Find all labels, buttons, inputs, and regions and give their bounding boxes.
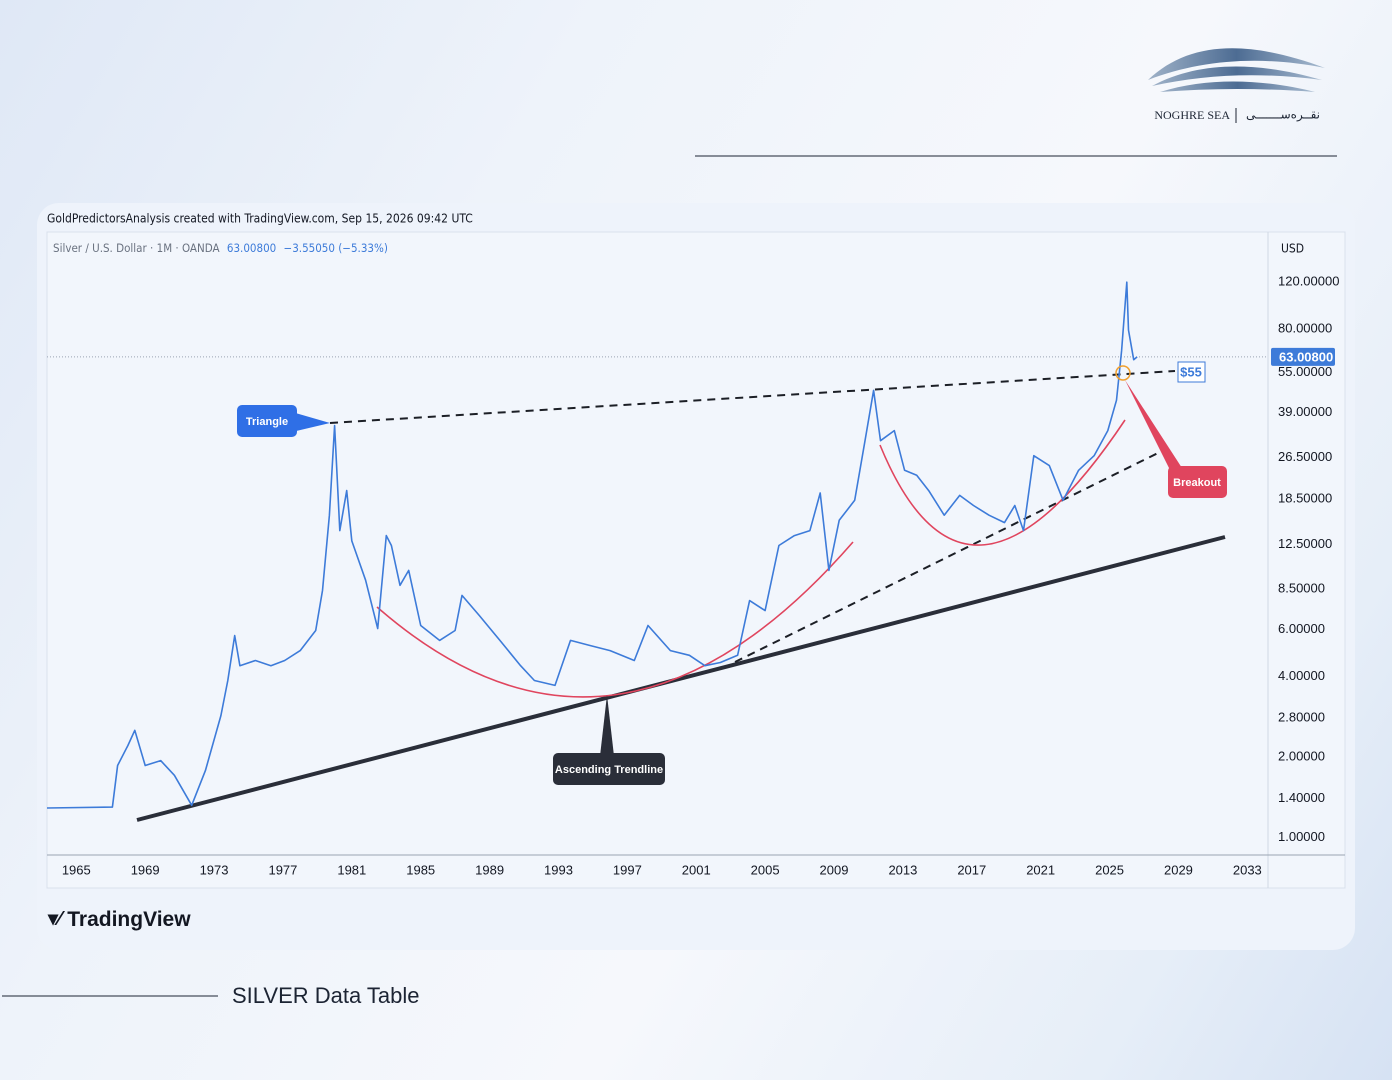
callout-label: Ascending Trendline <box>555 764 663 776</box>
drawings <box>136 370 1226 822</box>
x-tick-label: 1969 <box>131 862 160 877</box>
x-tick-label: 2013 <box>888 862 917 877</box>
watermark-text: TradingView <box>67 908 191 931</box>
y-tick-label: 26.50000 <box>1278 449 1332 464</box>
y-tick-label: 2.00000 <box>1278 749 1325 764</box>
x-tick-label: 1965 <box>62 862 91 877</box>
x-tick-label: 2025 <box>1095 862 1124 877</box>
brand-name-fa: نقــره‌ســـــــی <box>1246 108 1320 123</box>
y-tick-label: 55.00000 <box>1278 364 1332 379</box>
y-tick-label: 6.00000 <box>1278 621 1325 636</box>
axes: 1.00000 1.40000 2.00000 2.80000 4.00000 6.000… <box>62 274 1340 878</box>
x-tick-label: 1985 <box>406 862 435 877</box>
callout-box <box>1168 466 1227 498</box>
callout-pointer <box>600 695 614 756</box>
watermark-logo: ▾⁄ <box>47 908 66 930</box>
callout-label: Triangle <box>246 416 288 428</box>
plot <box>46 281 1268 809</box>
callout-pointer <box>292 412 330 432</box>
breakout-marker <box>1115 365 1131 381</box>
level-label: $55 <box>1180 364 1202 379</box>
symbol: Silver / U.S. Dollar · 1M · OANDA <box>53 241 220 255</box>
footer-title: SILVER Data Table <box>232 983 420 1008</box>
chart-frame <box>46 231 1346 889</box>
watermark: ▾⁄ TradingView <box>47 908 191 931</box>
y-tick-label: 39.00000 <box>1278 404 1332 419</box>
x-tick-label: 2001 <box>682 862 711 877</box>
logo: NOGHRE SEA نقــره‌ســـــــی <box>1148 48 1325 123</box>
y-tick-label: 18.50000 <box>1278 491 1332 506</box>
brand-name: NOGHRE SEA <box>1154 108 1230 122</box>
y-tick-label: 1.00000 <box>1278 829 1325 844</box>
callout-pointer <box>1125 380 1182 470</box>
ascending-trendline <box>136 535 1226 822</box>
y-tick-label: 2.80000 <box>1278 710 1325 725</box>
price-line <box>46 281 1138 809</box>
y-tick-label: 80.00000 <box>1278 321 1332 336</box>
last-price-box <box>1271 347 1335 366</box>
annotations: Triangle Ascending Trendline Breakout $5… <box>237 361 1227 785</box>
y-tick-label: 4.00000 <box>1278 668 1325 683</box>
x-tick-label: 2033 <box>1233 862 1262 877</box>
x-tick-label: 2029 <box>1164 862 1193 877</box>
cup-curve <box>879 419 1126 546</box>
x-tick-label: 2017 <box>957 862 986 877</box>
header-price: 63.00800 <box>227 241 276 255</box>
x-tick-label: 2005 <box>751 862 780 877</box>
cup-curve <box>376 541 854 698</box>
x-tick-label: 2009 <box>820 862 849 877</box>
callout-box <box>237 405 297 437</box>
y-tick-label: 8.50000 <box>1278 581 1325 596</box>
x-tick-label: 2021 <box>1026 862 1055 877</box>
x-tick-label: 1993 <box>544 862 573 877</box>
attribution: GoldPredictorsAnalysis created with Trad… <box>47 212 473 226</box>
currency: USD <box>1281 242 1304 256</box>
y-tick-label: 1.40000 <box>1278 790 1325 805</box>
x-tick-label: 1981 <box>337 862 366 877</box>
y-tick-label: 120.00000 <box>1278 274 1339 289</box>
x-tick-label: 1997 <box>613 862 642 877</box>
level-box <box>1177 361 1206 383</box>
last-price-label: 63.00800 <box>1279 349 1333 364</box>
x-tick-label: 1973 <box>200 862 229 877</box>
x-tick-label: 1977 <box>268 862 297 877</box>
x-tick-label: 1989 <box>475 862 504 877</box>
y-tick-label: 12.50000 <box>1278 536 1332 551</box>
symbol-header: Silver / U.S. Dollar · 1M · OANDA 63.008… <box>53 241 388 255</box>
callout-label: Breakout <box>1173 477 1221 489</box>
triangle-top-line <box>329 370 1176 424</box>
triangle-bottom-line <box>734 451 1161 663</box>
callout-box <box>553 753 665 785</box>
header-change: −3.55050 (−5.33%) <box>284 241 388 255</box>
